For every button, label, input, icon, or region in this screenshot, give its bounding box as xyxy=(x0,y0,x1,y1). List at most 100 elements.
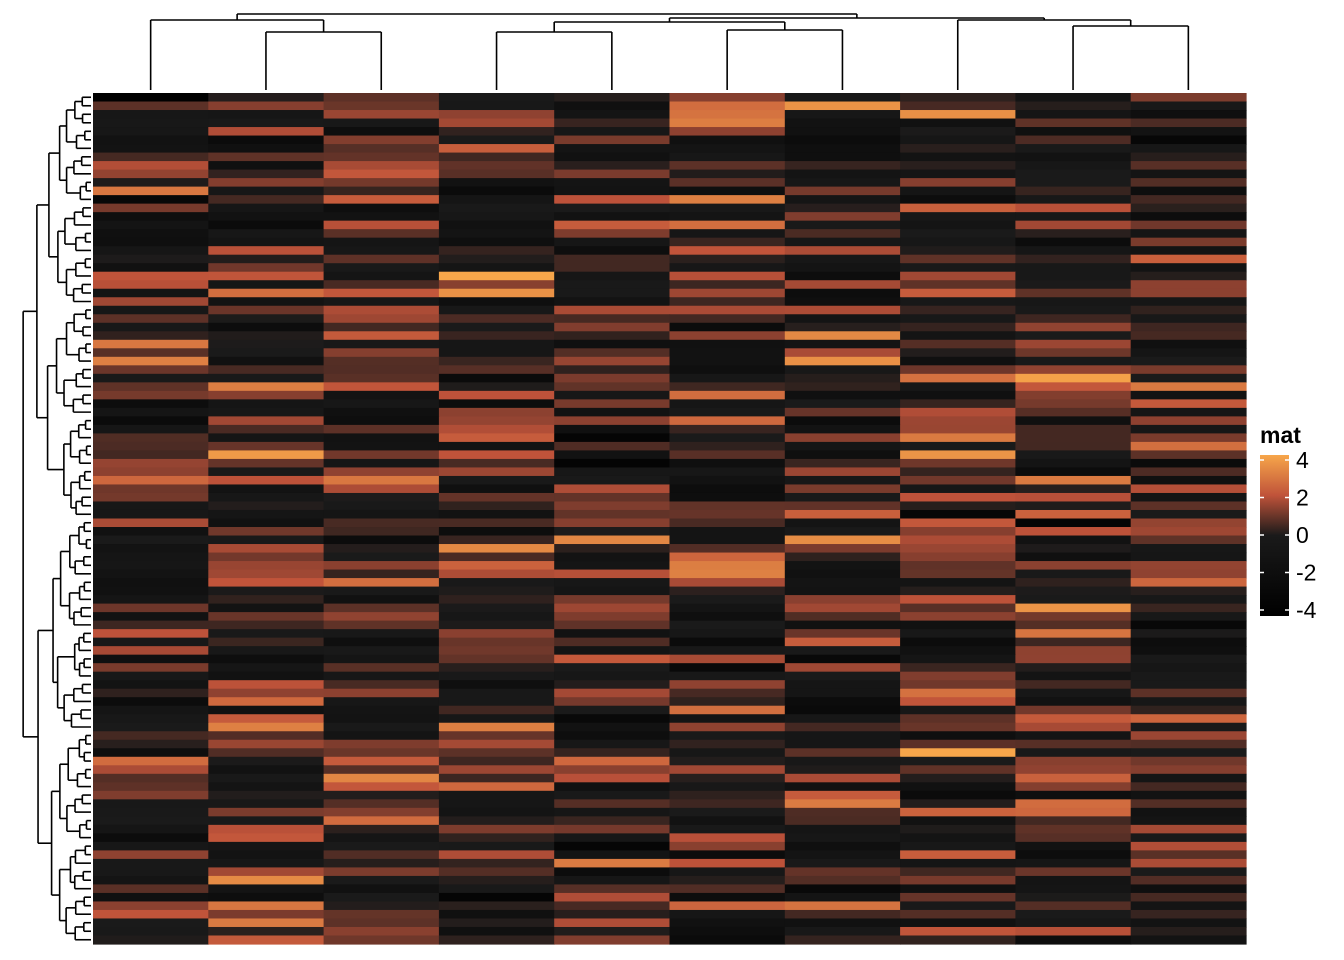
heatmap-cell xyxy=(1130,322,1247,332)
heatmap-cell xyxy=(900,561,1016,571)
heatmap-cell xyxy=(323,527,440,537)
heatmap-cell xyxy=(669,424,786,434)
heatmap-cell xyxy=(784,178,901,188)
heatmap-cell xyxy=(900,152,1016,162)
heatmap-cell xyxy=(93,586,209,596)
heatmap-cell xyxy=(323,203,440,213)
heatmap-cell xyxy=(669,178,786,188)
heatmap-cell xyxy=(669,110,786,120)
heatmap-cell xyxy=(554,697,671,707)
heatmap-cell xyxy=(669,288,786,298)
heatmap-cell xyxy=(1015,348,1132,358)
heatmap-cell xyxy=(669,688,786,698)
heatmap-cell xyxy=(208,722,325,732)
heatmap-cell xyxy=(1015,518,1132,528)
heatmap-cell xyxy=(900,161,1016,171)
heatmap-cell xyxy=(784,909,901,920)
heatmap-cell xyxy=(1015,816,1132,826)
heatmap-cell xyxy=(784,220,901,230)
heatmap-cell xyxy=(554,365,671,375)
legend-tick-label: 2 xyxy=(1296,485,1309,511)
heatmap-cell xyxy=(669,382,786,392)
heatmap-cell xyxy=(1130,603,1247,613)
heatmap-cell xyxy=(438,365,555,375)
heatmap-cell xyxy=(554,475,671,486)
heatmap-cell xyxy=(1015,237,1132,247)
heatmap-cell xyxy=(1130,765,1247,775)
heatmap-cell xyxy=(93,595,209,605)
heatmap-cell xyxy=(1015,612,1132,622)
heatmap-cell xyxy=(323,595,440,605)
heatmap-cell xyxy=(900,263,1016,273)
heatmap-cell xyxy=(208,152,325,162)
heatmap-cell xyxy=(1015,527,1132,537)
heatmap-cell xyxy=(93,790,209,800)
heatmap-cell xyxy=(554,663,671,673)
heatmap-cell xyxy=(900,748,1016,758)
heatmap-cell xyxy=(208,416,325,426)
heatmap-cell xyxy=(1015,305,1132,315)
heatmap-cell xyxy=(554,595,671,605)
heatmap-cell xyxy=(93,305,209,315)
heatmap-cell xyxy=(900,297,1016,307)
heatmap-cell xyxy=(438,305,555,315)
heatmap-cell xyxy=(1015,884,1132,894)
heatmap-cell xyxy=(554,203,671,213)
heatmap-cell xyxy=(208,467,325,477)
heatmap-cell xyxy=(1130,390,1247,400)
heatmap-cell xyxy=(323,339,440,349)
heatmap-cell xyxy=(554,807,671,817)
heatmap-cell xyxy=(900,697,1016,707)
heatmap-cell xyxy=(784,782,901,792)
heatmap-cell xyxy=(438,356,555,366)
heatmap-cell xyxy=(554,586,671,596)
heatmap-cell xyxy=(438,127,555,137)
heatmap-cell xyxy=(438,203,555,213)
heatmap-cell xyxy=(208,731,325,741)
heatmap-cell xyxy=(438,407,555,417)
heatmap-cell xyxy=(554,603,671,613)
heatmap-cell xyxy=(323,697,440,707)
heatmap-cell xyxy=(1015,544,1132,554)
heatmap-cell xyxy=(93,356,209,366)
heatmap-cell xyxy=(554,509,671,520)
heatmap-cell xyxy=(208,807,325,817)
heatmap-cell xyxy=(554,373,671,383)
heatmap-cell xyxy=(784,561,901,571)
heatmap-cell xyxy=(554,569,671,579)
heatmap-cell xyxy=(784,314,901,324)
heatmap-cell xyxy=(669,586,786,596)
heatmap-cell xyxy=(438,901,555,911)
heatmap-cell xyxy=(1015,875,1132,886)
heatmap-cell xyxy=(1130,399,1247,409)
heatmap-cell xyxy=(1015,586,1132,596)
heatmap-cell xyxy=(323,552,440,562)
heatmap-cell xyxy=(1130,365,1247,375)
heatmap-cell xyxy=(669,773,786,783)
heatmap-cell xyxy=(323,416,440,426)
heatmap-cell xyxy=(554,535,671,545)
heatmap-cell xyxy=(1130,509,1247,520)
heatmap-cell xyxy=(323,731,440,741)
heatmap-cell xyxy=(1015,186,1132,196)
heatmap-cell xyxy=(1015,867,1132,877)
heatmap-cell xyxy=(554,263,671,273)
heatmap-cell xyxy=(669,305,786,315)
heatmap-cell xyxy=(1130,756,1247,766)
heatmap-cell xyxy=(1015,680,1132,690)
heatmap-cell xyxy=(1015,833,1132,843)
heatmap-cell xyxy=(1015,578,1132,588)
heatmap-cell xyxy=(554,229,671,239)
heatmap-cell xyxy=(1015,339,1132,349)
heatmap-cell xyxy=(554,739,671,749)
heatmap-cell xyxy=(784,254,901,264)
heatmap-cell xyxy=(438,586,555,596)
heatmap-cell xyxy=(784,424,901,434)
heatmap-cell xyxy=(438,424,555,434)
heatmap-cell xyxy=(1015,799,1132,809)
heatmap-cell xyxy=(208,110,325,120)
heatmap-cell xyxy=(900,93,1016,103)
heatmap-cell xyxy=(208,280,325,290)
heatmap-cell xyxy=(323,884,440,894)
heatmap-cell xyxy=(784,246,901,256)
